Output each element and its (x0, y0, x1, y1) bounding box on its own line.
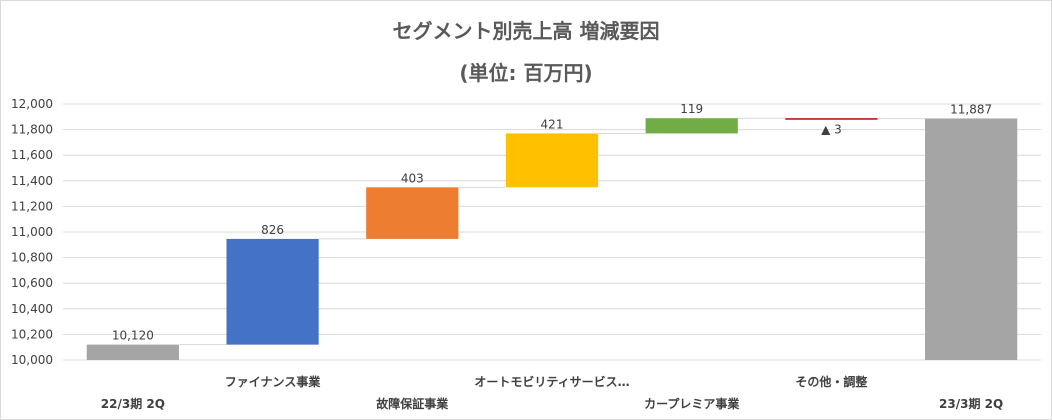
category-label: 23/3期 2Q (939, 396, 1003, 411)
category-label: オートモビリティサービス… (474, 374, 629, 389)
y-tick-label: 11,800 (11, 123, 53, 137)
y-tick-label: 10,800 (11, 251, 53, 265)
y-tick-label: 10,000 (11, 353, 53, 367)
y-tick-label: 10,600 (11, 276, 53, 290)
chart-title: セグメント別売上高 増減要因 (392, 19, 660, 43)
bar (226, 238, 319, 345)
y-tick-label: 11,200 (11, 199, 53, 213)
data-label: ▲ 3 (821, 123, 842, 137)
data-labels: 10,120 826 403 421 119 ▲ 3 11,887 (112, 102, 992, 342)
connector-lines (178, 117, 926, 346)
y-tick-label: 12,000 (11, 97, 53, 111)
y-tick-label: 11,600 (11, 148, 53, 162)
bar (86, 344, 179, 360)
data-label: 10,120 (112, 329, 154, 343)
bar (366, 187, 459, 239)
bar (785, 118, 878, 120)
category-label: 22/3期 2Q (101, 396, 165, 411)
bars (86, 118, 1018, 361)
chart-subtitle: (単位: 百万円) (459, 61, 593, 85)
bar (925, 118, 1018, 361)
data-label: 421 (541, 117, 564, 131)
y-tick-label: 10,400 (11, 302, 53, 316)
y-tick-label: 11,400 (11, 174, 53, 188)
y-tick-label: 11,000 (11, 225, 53, 239)
data-label: 403 (401, 171, 424, 185)
category-label: その他・調整 (795, 374, 867, 389)
category-label: カープレミア事業 (644, 396, 740, 411)
data-label: 119 (680, 102, 703, 116)
category-label: ファイナンス事業 (225, 374, 322, 389)
y-tick-label: 10,200 (11, 327, 53, 341)
y-axis: 10,000 10,200 10,400 10,600 10,800 11,000 11,2… (11, 97, 53, 367)
data-label: 826 (261, 223, 284, 237)
bar (645, 118, 738, 134)
data-label: 11,887 (950, 102, 992, 116)
category-label: 故障保証事業 (376, 396, 449, 411)
bar (505, 133, 599, 188)
